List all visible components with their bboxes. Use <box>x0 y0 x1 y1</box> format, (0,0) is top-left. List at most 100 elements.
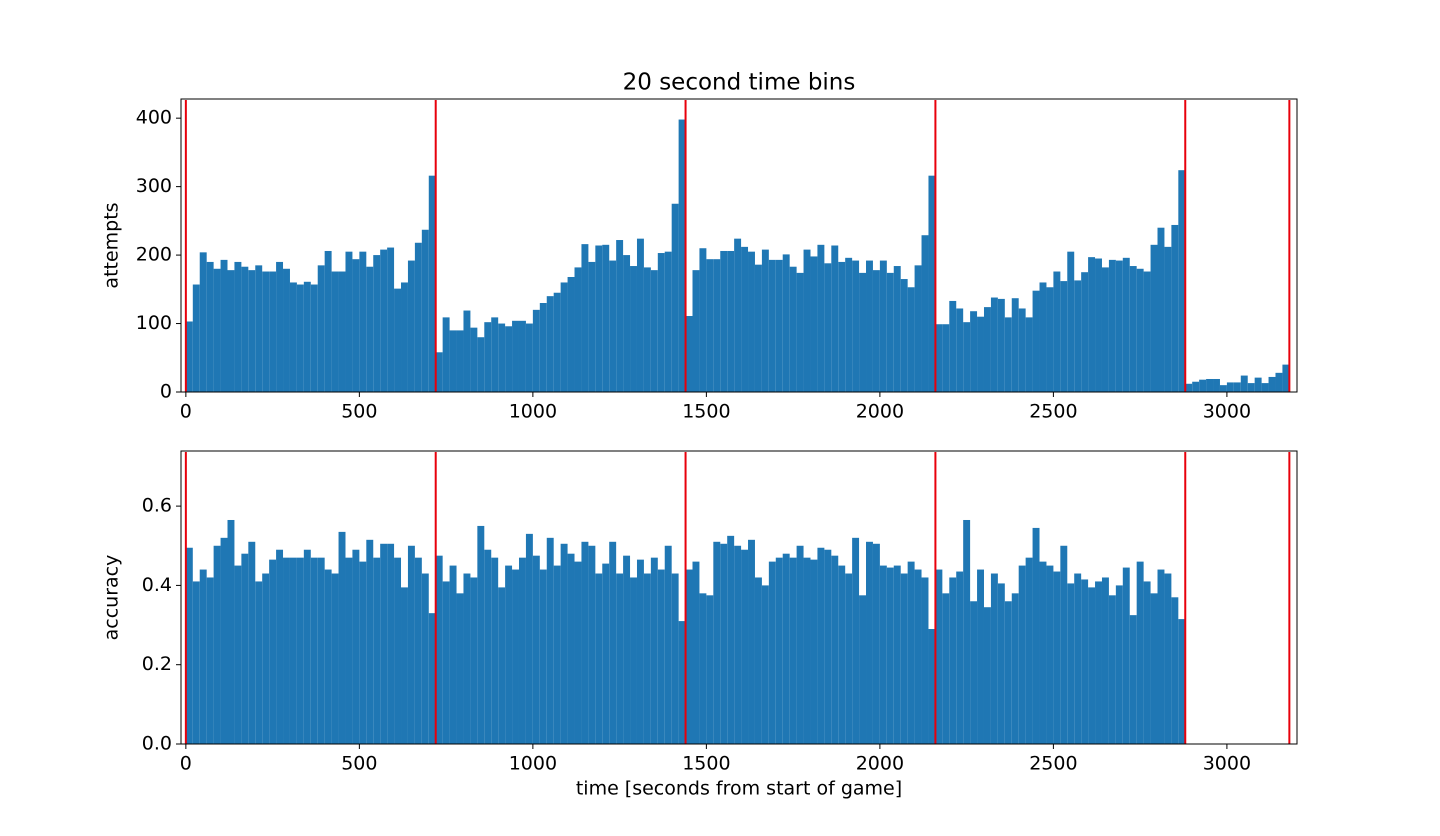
bar <box>1171 597 1179 744</box>
bar <box>699 248 707 392</box>
bar <box>1150 244 1158 392</box>
x-tick-label: 1000 <box>509 401 557 423</box>
bar <box>1018 308 1026 392</box>
x-tick-label: 3000 <box>1203 401 1251 423</box>
bar <box>539 303 547 392</box>
bar <box>387 247 395 392</box>
bar <box>872 543 880 744</box>
bar <box>838 565 846 744</box>
bar <box>1240 375 1248 392</box>
bar <box>893 565 901 744</box>
bar <box>324 569 332 744</box>
bar <box>289 282 297 392</box>
bar <box>449 565 457 744</box>
bar <box>636 238 644 392</box>
bar <box>1143 271 1151 392</box>
bar <box>741 246 749 392</box>
bar <box>1053 571 1061 744</box>
bar <box>671 573 679 744</box>
x-tick-label: 2500 <box>1029 753 1077 775</box>
bar <box>1011 298 1019 392</box>
bar <box>359 251 367 392</box>
bar <box>1095 258 1102 392</box>
bar <box>442 581 450 744</box>
bar <box>859 595 867 744</box>
y-tick-label: 300 <box>136 175 172 197</box>
bar <box>664 545 672 744</box>
bar <box>657 569 665 744</box>
bar <box>227 519 235 744</box>
bar <box>553 565 561 744</box>
bar <box>373 557 381 744</box>
y-tick-label: 0 <box>160 381 172 403</box>
bar <box>553 292 561 392</box>
bar <box>866 541 873 744</box>
bar <box>317 265 325 392</box>
bar <box>505 326 513 392</box>
bar <box>678 621 686 744</box>
bar <box>650 557 658 744</box>
bar <box>199 252 207 392</box>
bar <box>380 543 388 744</box>
bar <box>838 261 846 392</box>
bar <box>616 573 624 744</box>
bar <box>650 270 658 392</box>
bar <box>1004 601 1012 744</box>
bar <box>1046 565 1054 744</box>
bar <box>414 242 422 392</box>
bar <box>248 270 256 392</box>
bar <box>470 327 478 392</box>
bar <box>505 565 513 744</box>
bar <box>1081 272 1089 392</box>
bar <box>775 259 783 392</box>
bar <box>435 352 443 392</box>
bar <box>206 577 214 744</box>
bar <box>373 255 381 392</box>
bar <box>942 593 950 744</box>
bar <box>366 539 374 744</box>
bar <box>643 267 651 392</box>
bar <box>1178 619 1186 744</box>
bar <box>706 259 714 392</box>
x-tick-label: 500 <box>341 401 377 423</box>
bar <box>331 573 339 744</box>
bar <box>671 203 679 392</box>
bar <box>574 267 582 392</box>
bar <box>1164 246 1172 392</box>
bar <box>338 271 346 392</box>
bar <box>928 629 936 744</box>
bar <box>449 330 457 392</box>
bar <box>643 573 651 744</box>
bar <box>1219 385 1227 392</box>
bar <box>727 250 735 392</box>
bar <box>546 537 554 744</box>
bar <box>914 569 922 744</box>
bar <box>532 555 540 744</box>
bar <box>1206 378 1214 392</box>
bar <box>1108 595 1116 744</box>
x-tick-label: 1000 <box>509 753 557 775</box>
bar <box>789 266 797 392</box>
bar <box>997 298 1005 392</box>
bar <box>276 261 284 392</box>
bar <box>491 557 499 744</box>
bar <box>345 557 353 744</box>
bar <box>713 259 721 392</box>
y-tick-label: 0.0 <box>142 733 172 755</box>
bar <box>262 573 270 744</box>
bar <box>768 561 776 744</box>
bar <box>1039 282 1047 392</box>
bar <box>484 549 492 744</box>
bar <box>817 244 825 392</box>
x-tick-label: 0 <box>180 401 192 423</box>
bar <box>1101 577 1109 744</box>
bar <box>283 557 290 744</box>
bar <box>581 541 589 744</box>
bar <box>1226 382 1234 392</box>
bar <box>255 581 263 744</box>
bar <box>602 563 610 744</box>
bar <box>1171 224 1179 392</box>
bar <box>1025 557 1033 744</box>
bar <box>1074 573 1082 744</box>
